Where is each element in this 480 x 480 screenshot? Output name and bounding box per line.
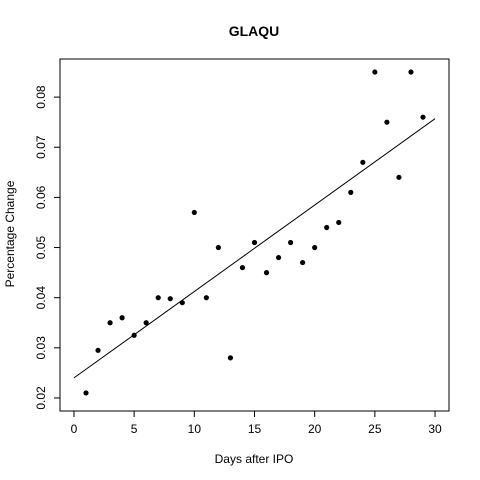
data-point [251,239,258,246]
trendline-layer [73,118,436,379]
trendline [73,118,436,379]
x-tick-label: 30 [428,422,442,436]
y-axis: 0.02 0.03 0.04 0.05 0.06 0.07 0.08 [34,85,61,410]
data-point [372,69,378,75]
x-axis: 0 5 10 15 20 25 30 [71,410,442,436]
data-point [288,239,294,246]
y-tick-label: 0.06 [34,185,48,209]
x-tick-label: 10 [188,422,202,436]
y-tick-label: 0.04 [34,286,48,310]
data-point [119,315,125,321]
data-point [348,189,354,195]
data-point [360,159,366,165]
data-point [203,295,209,301]
data-point [312,244,318,251]
data-point [155,295,161,301]
x-tick-label: 25 [368,422,382,436]
y-tick-label: 0.03 [34,336,48,360]
data-point [215,244,221,251]
data-point [227,355,234,361]
y-tick-label: 0.08 [34,85,48,109]
data-point [324,224,330,231]
x-axis-label: Days after IPO [215,452,294,466]
chart-title: GLAQU [229,23,280,39]
data-point [420,114,426,120]
data-point [167,296,173,302]
data-point [83,390,89,396]
x-tick-label: 0 [71,422,78,436]
data-point [263,270,270,276]
y-tick-label: 0.07 [34,135,48,159]
data-point [336,219,342,226]
data-point [191,209,197,216]
data-point [300,259,306,266]
data-point [384,119,390,125]
data-point [179,300,185,306]
data-point [275,254,282,261]
data-point [95,347,101,353]
data-point [143,320,149,326]
x-tick-label: 5 [131,422,138,436]
x-tick-label: 15 [248,422,262,436]
plot-frame [59,58,450,412]
data-point [107,320,113,326]
y-axis-label: Percentage Change [3,180,17,287]
data-point [396,174,402,180]
data-point [408,69,414,75]
data-point [131,332,137,338]
y-tick-label: 0.02 [34,386,48,410]
y-tick-label: 0.05 [34,236,48,260]
data-point [239,264,246,271]
points-layer [83,69,426,396]
x-tick-label: 20 [308,422,322,436]
